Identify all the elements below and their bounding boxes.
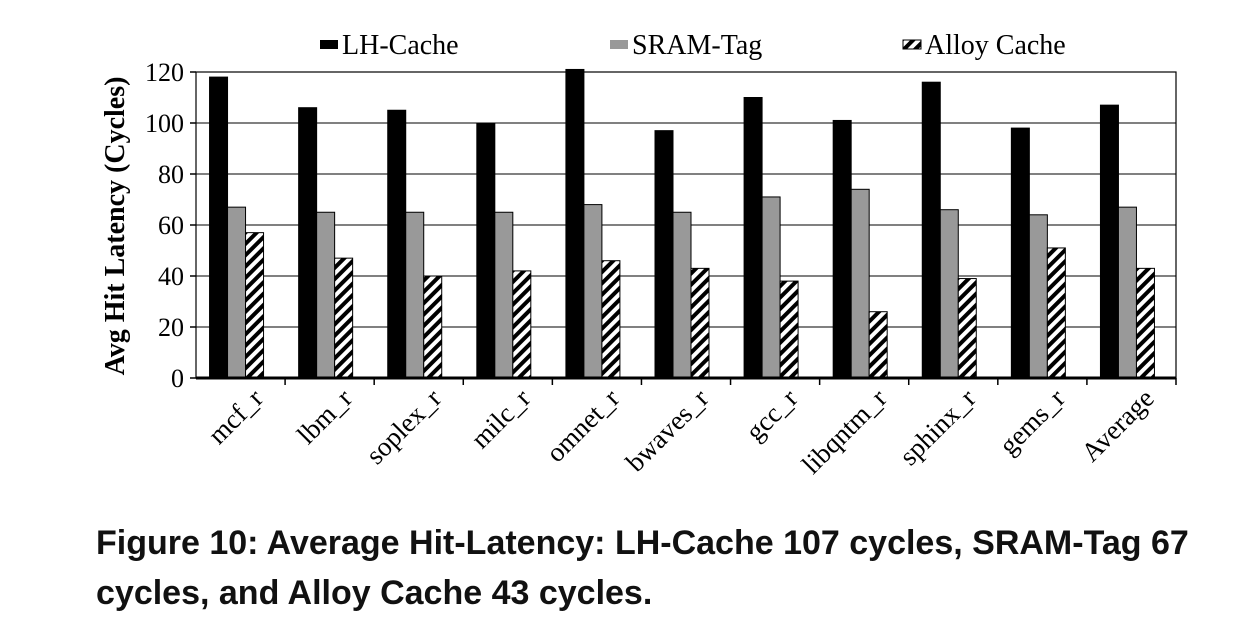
x-tick-label: gems_r <box>993 383 1070 460</box>
bar-chart: 0 20 40 60 80 100 120 mcf_r lbm_r soplex_r milc_r… <box>100 30 1177 480</box>
bar-sram-tag <box>939 209 959 379</box>
bar-lh-cache <box>209 76 229 379</box>
bar-alloy-cache <box>1046 247 1066 379</box>
x-tick-label: libqntm_r <box>796 383 893 480</box>
x-tick-label: Average <box>1075 383 1159 467</box>
bar-alloy-cache <box>779 280 799 379</box>
y-axis-label: Avg Hit Latency (Cycles) <box>100 77 131 376</box>
bar-lh-cache <box>654 130 674 379</box>
y-tick-label: 80 <box>158 160 184 189</box>
bar-lh-cache <box>743 97 763 379</box>
bar-lh-cache <box>921 81 941 379</box>
y-tick-labels: 0 20 40 60 80 100 120 <box>145 58 184 393</box>
bar-lh-cache <box>1099 104 1119 379</box>
bar-sram-tag <box>1028 214 1048 379</box>
bar-alloy-cache <box>690 267 710 379</box>
legend-label: Alloy Cache <box>925 30 1066 61</box>
y-tick-label: 20 <box>158 313 184 342</box>
bar-alloy-cache <box>334 257 354 379</box>
y-tick-label: 60 <box>158 211 184 240</box>
bar-lh-cache <box>387 109 407 379</box>
y-tick-label: 100 <box>145 109 184 138</box>
axes <box>195 71 1177 385</box>
bar-alloy-cache <box>1135 267 1155 379</box>
bar-sram-tag <box>761 196 781 379</box>
legend: LH-Cache SRAM-Tag Alloy Cache <box>320 30 1066 61</box>
legend-label: SRAM-Tag <box>632 30 762 61</box>
bar-lh-cache <box>476 122 496 379</box>
bar-alloy-cache <box>957 278 977 379</box>
bar-sram-tag <box>227 206 247 379</box>
y-tick-label: 40 <box>158 262 184 291</box>
bar-sram-tag <box>583 204 603 379</box>
bars <box>209 68 1155 379</box>
y-tick-label: 120 <box>145 58 184 87</box>
bar-alloy-cache <box>245 232 265 379</box>
figure-caption: Figure 10: Average Hit-Latency: LH-Cache… <box>96 524 1189 612</box>
legend-swatch <box>320 40 338 49</box>
x-tick-label: gcc_r <box>740 383 804 447</box>
y-tick-label: 0 <box>171 364 184 393</box>
bar-lh-cache <box>298 107 318 379</box>
bar-sram-tag <box>672 211 692 379</box>
bar-lh-cache <box>1010 127 1030 379</box>
x-tick-label: mcf_r <box>202 383 269 450</box>
bar-alloy-cache <box>423 275 443 379</box>
bar-alloy-cache <box>512 270 532 379</box>
x-tick-label: lbm_r <box>291 383 358 450</box>
bar-sram-tag <box>494 211 514 379</box>
bar-sram-tag <box>850 188 870 379</box>
bar-lh-cache <box>832 119 852 379</box>
bar-alloy-cache <box>868 311 888 379</box>
bar-sram-tag <box>316 211 336 379</box>
bar-alloy-cache <box>601 260 621 379</box>
x-tick-label: bwaves_r <box>620 383 714 477</box>
legend-swatch <box>610 40 628 49</box>
legend-label: LH-Cache <box>342 30 459 61</box>
legend-swatch <box>902 39 922 50</box>
x-tick-label: sphinx_r <box>893 383 981 471</box>
x-tick-label: omnet_r <box>540 383 625 468</box>
x-tick-label: soplex_r <box>360 383 447 470</box>
bar-lh-cache <box>565 68 585 379</box>
bar-sram-tag <box>1117 206 1137 379</box>
bar-sram-tag <box>405 211 425 379</box>
x-tick-label: milc_r <box>465 383 536 454</box>
